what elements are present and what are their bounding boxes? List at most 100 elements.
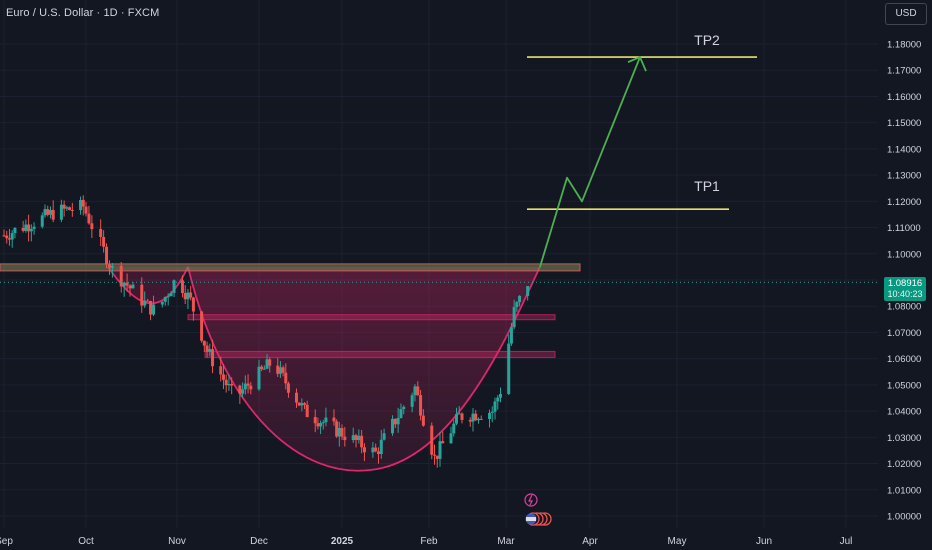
x-tick-label: Oct (78, 536, 94, 547)
candle-body (224, 379, 228, 386)
candle-body (286, 383, 290, 393)
symbol-title[interactable]: Euro / U.S. Dollar · 1D · FXCM (6, 7, 160, 19)
y-tick-label: 1.12000 (887, 197, 921, 208)
candle-body (488, 412, 491, 419)
y-tick-label: 1.16000 (887, 92, 921, 103)
x-tick-label: Nov (168, 536, 186, 547)
candle-body (452, 423, 456, 434)
candle-body (243, 383, 247, 390)
x-tick-label: Dec (250, 536, 268, 547)
y-tick-label: 1.01000 (887, 485, 921, 496)
candle-body (183, 292, 187, 300)
candle-body (205, 345, 209, 352)
candle-body (457, 413, 461, 415)
currency-button[interactable]: USD (885, 3, 927, 25)
candle-body (471, 413, 475, 422)
candle-body (152, 304, 156, 315)
candlestick-series (0, 195, 878, 468)
candle-body (477, 418, 480, 421)
last-price-badge: 1.08916 10:40:23 (884, 277, 926, 301)
cup-curve (187, 266, 541, 472)
candle-body (284, 372, 288, 384)
candle-body (430, 425, 434, 455)
cup-and-handle-pattern (0, 263, 581, 472)
candle-body (191, 297, 195, 312)
candle-body (335, 421, 339, 437)
candle-body (399, 409, 403, 419)
candle-body (460, 413, 464, 420)
candle-body (81, 199, 85, 207)
candle-body (51, 210, 55, 220)
candle-body (468, 419, 472, 422)
y-tick-label: 1.06000 (887, 354, 921, 365)
candle-body (21, 227, 25, 231)
candle-body (391, 418, 395, 434)
candle-body (493, 401, 497, 412)
candle-body (343, 436, 347, 441)
candle-body (499, 393, 502, 398)
bar-countdown: 10:40:23 (887, 289, 923, 299)
candle-body (2, 235, 6, 237)
event-markers[interactable] (524, 493, 552, 526)
candle-body (262, 368, 266, 370)
candle-body (230, 384, 234, 386)
candle-body (421, 415, 425, 426)
candle-body (518, 295, 522, 303)
candle-body (374, 447, 378, 452)
candle-body (79, 199, 83, 211)
candle-body (416, 386, 420, 396)
candle-body (227, 384, 231, 386)
candle-body (246, 383, 250, 386)
candle-body (257, 366, 261, 390)
candle-body (512, 307, 516, 328)
x-tick-label: Apr (582, 536, 598, 547)
candle-body (303, 403, 307, 405)
time-axis[interactable]: Sep Oct Nov Dec 2025 Feb Mar Apr May Jun Jul (0, 536, 852, 547)
x-tick-label: Mar (497, 536, 515, 547)
candle-body (62, 204, 66, 209)
candle-body (276, 365, 280, 374)
candle-body (396, 418, 400, 425)
candle-body (435, 455, 439, 459)
candle-body (202, 340, 206, 346)
candle-body (319, 422, 323, 427)
candle-body (515, 302, 519, 308)
candle-body (479, 418, 483, 420)
candle-body (172, 280, 176, 293)
y-tick-label: 1.15000 (887, 118, 921, 129)
candle-body (48, 210, 52, 215)
candle-body (393, 418, 397, 425)
candle-body (379, 439, 383, 455)
lightning-glyph (528, 494, 533, 506)
y-tick-label: 1.08000 (887, 302, 921, 313)
candle-body (249, 385, 253, 390)
candle-body (507, 343, 511, 394)
candle-body (268, 359, 272, 366)
candle-body (509, 327, 513, 344)
candle-body (300, 403, 304, 406)
candle-body (125, 282, 129, 286)
candle-body (260, 366, 264, 369)
candle-body (200, 311, 204, 341)
price-axis[interactable]: 1.18000 1.17000 1.16000 1.15000 1.14000 1.130… (887, 40, 921, 523)
candle-body (382, 433, 386, 440)
candle-body (241, 389, 245, 394)
candle-body (490, 411, 494, 413)
candle-body (10, 233, 14, 240)
candle-body (105, 246, 109, 265)
projection-path (539, 56, 641, 268)
neckline-band (0, 263, 581, 272)
candle-body (208, 349, 212, 352)
x-tick-label: Jun (756, 536, 772, 547)
projection-arrow (539, 55, 647, 268)
candle-body (357, 435, 361, 441)
y-tick-label: 1.13000 (887, 171, 921, 182)
candle-body (149, 301, 153, 315)
candle-body (186, 292, 190, 300)
y-tick-label: 1.02000 (887, 459, 921, 470)
candle-body (32, 226, 36, 229)
candle-body (128, 285, 132, 289)
y-tick-label: 1.11000 (887, 223, 921, 234)
candle-body (526, 286, 530, 296)
